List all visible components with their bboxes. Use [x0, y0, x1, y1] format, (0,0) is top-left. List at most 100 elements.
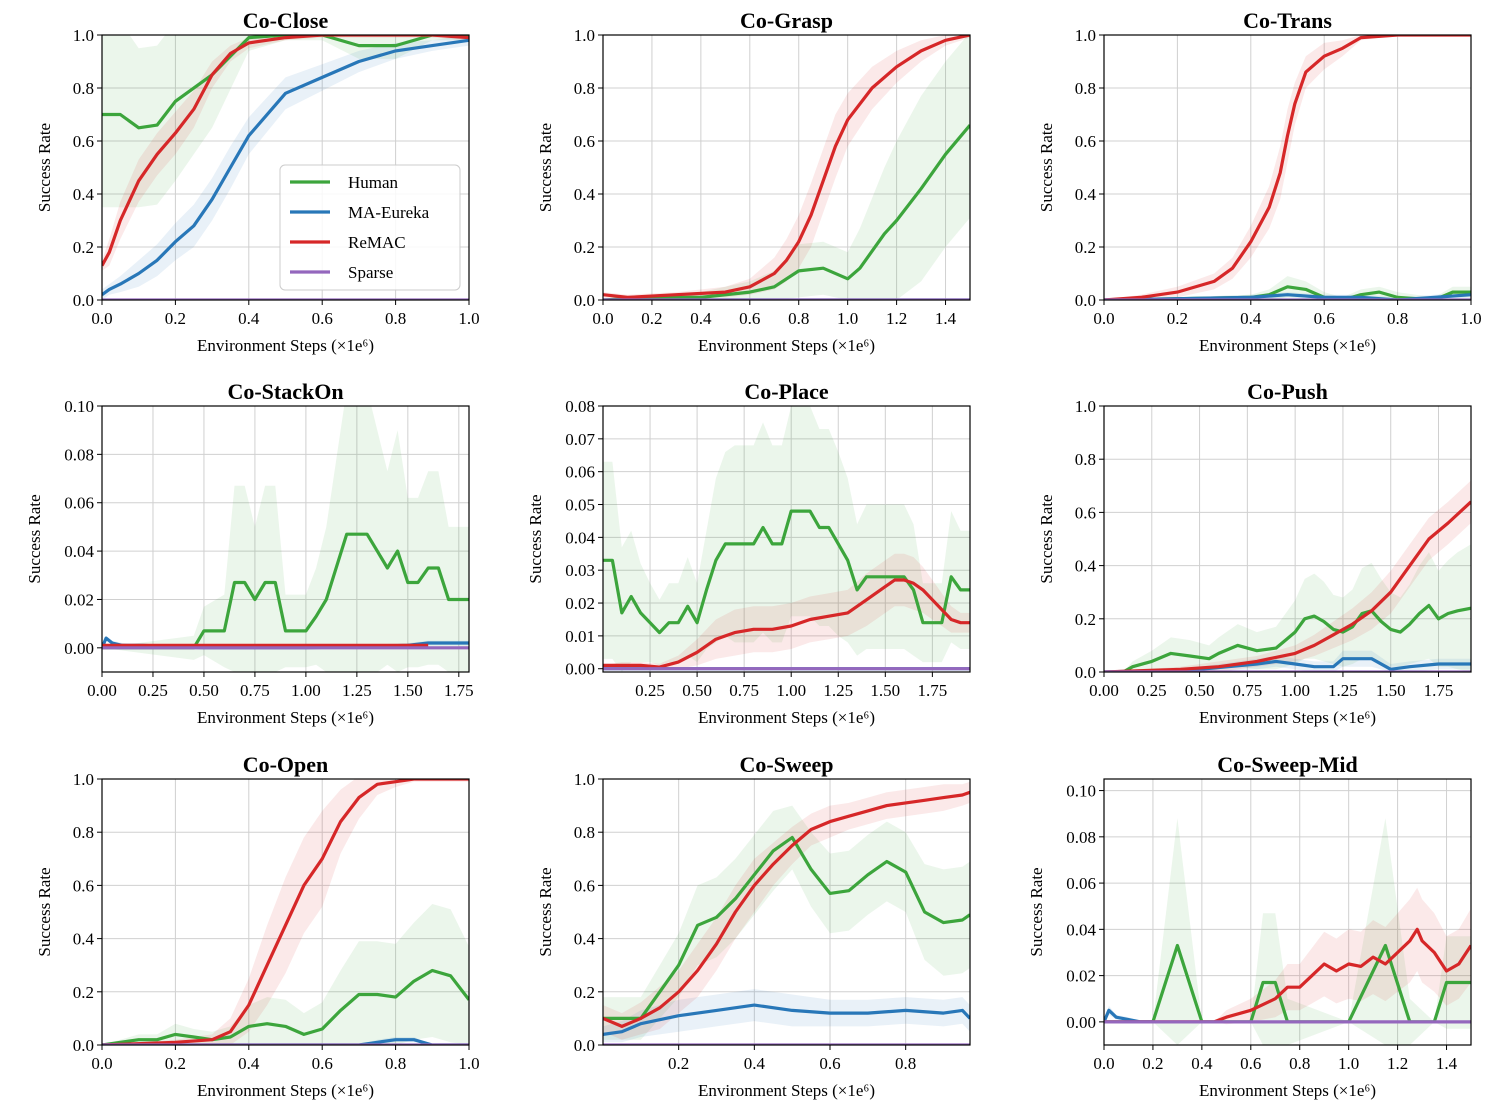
y-axis-label: Success Rate	[1027, 867, 1046, 956]
band-human	[102, 406, 469, 672]
plot-area	[102, 35, 469, 300]
x-tick-label: 0.0	[1093, 309, 1114, 328]
series-line-remac	[1104, 927, 1471, 1024]
x-tick-label: 1.2	[1387, 1054, 1408, 1073]
y-tick-label: 0.4	[1075, 185, 1097, 204]
band-human	[603, 406, 970, 672]
axes-frame	[101, 34, 470, 301]
panel-title: Co-Push	[1247, 379, 1328, 404]
y-tick-label: 0.0	[73, 291, 94, 310]
x-tick-label: 1.25	[823, 681, 853, 700]
x-tick-label: 0.75	[1232, 681, 1262, 700]
x-tick-label: 0.4	[238, 1054, 260, 1073]
band-ma-eureka	[102, 35, 469, 300]
x-tick-label: 0.6	[312, 309, 333, 328]
y-tick-label: 0.00	[565, 660, 595, 679]
y-tick-label: 0.4	[1075, 557, 1097, 576]
x-axis-label: Environment Steps (×1e⁶)	[1199, 708, 1376, 727]
x-axis-label: Environment Steps (×1e⁶)	[197, 336, 374, 355]
y-tick-label: 0.0	[1075, 663, 1096, 682]
y-axis-label: Success Rate	[35, 123, 54, 212]
y-tick-label: 0.8	[73, 79, 94, 98]
y-tick-label: 0.10	[64, 397, 94, 416]
series-line-ma-eureka	[1104, 293, 1471, 300]
axes-frame	[1103, 405, 1472, 673]
series-line-human	[603, 835, 970, 1021]
y-tick-label: 0.00	[1066, 1013, 1096, 1032]
x-tick-label: 0.8	[385, 309, 406, 328]
x-tick-label: 1.4	[935, 309, 957, 328]
y-tick-label: 0.4	[574, 185, 596, 204]
y-tick-label: 0.01	[565, 627, 595, 646]
x-tick-label: 0.50	[1185, 681, 1215, 700]
y-tick-label: 0.0	[574, 1036, 595, 1055]
y-tick-label: 0.6	[73, 876, 94, 895]
axes-frame	[602, 34, 971, 301]
panel-co-trans: 0.0 0.2 0.4 0.6 0.8 1.0 0.0 0.2 0.4 0.6 0.8 1.0 Co-T…	[1037, 8, 1482, 355]
series-line-human	[603, 124, 970, 300]
x-tick-label: 1.0	[458, 309, 479, 328]
series-line-human	[102, 532, 469, 650]
y-tick-label: 0.06	[565, 463, 595, 482]
x-tick-label: 0.6	[739, 309, 760, 328]
y-axis-label: Success Rate	[536, 867, 555, 956]
x-tick-label: 1.0	[1460, 309, 1481, 328]
band-remac	[1104, 480, 1471, 672]
y-axis-label: Success Rate	[1037, 494, 1056, 583]
x-tick-label: 0.6	[1240, 1054, 1261, 1073]
y-tick-label: 0.0	[1075, 291, 1096, 310]
y-tick-label: 1.0	[1075, 397, 1096, 416]
axes-frame	[602, 405, 971, 673]
series-line-ma-eureka	[603, 1003, 970, 1036]
x-axis-label: Environment Steps (×1e⁶)	[698, 708, 875, 727]
band-ma-eureka	[603, 989, 970, 1043]
panel-co-sweep-mid: 0.0 0.2 0.4 0.6 0.8 1.0 1.2 1.4 0.00 0.02 0.04 0.06…	[1027, 752, 1472, 1100]
x-tick-label: 1.75	[444, 681, 474, 700]
x-tick-label: 0.8	[1387, 309, 1408, 328]
y-tick-label: 0.8	[1075, 450, 1096, 469]
band-human	[102, 904, 469, 1045]
x-tick-label: 0.6	[819, 1054, 840, 1073]
y-tick-label: 0.00	[64, 639, 94, 658]
y-tick-label: 1.0	[1075, 26, 1096, 45]
y-tick-label: 0.06	[1066, 874, 1096, 893]
axes-frame	[101, 778, 470, 1046]
x-axis-label: Environment Steps (×1e⁶)	[698, 1081, 875, 1100]
x-tick-label: 0.0	[592, 309, 613, 328]
x-tick-label: 1.0	[837, 309, 858, 328]
series-line-remac	[1104, 500, 1471, 672]
x-tick-label: 0.2	[165, 309, 186, 328]
x-tick-label: 0.4	[1191, 1054, 1213, 1073]
axes-frame	[101, 405, 470, 673]
series-line-remac	[102, 779, 469, 1045]
y-tick-label: 1.0	[574, 770, 595, 789]
x-tick-label: 1.0	[1338, 1054, 1359, 1073]
axes-frame	[1103, 34, 1472, 301]
panel-co-push: 0.00 0.25 0.50 0.75 1.00 1.25 1.50 1.75 0.0 0.2 0.…	[1037, 379, 1472, 727]
series-line-remac	[603, 578, 970, 669]
plot-area	[102, 406, 469, 672]
y-tick-label: 0.4	[73, 185, 95, 204]
x-tick-label: 0.4	[1240, 309, 1262, 328]
x-tick-label: 1.2	[886, 309, 907, 328]
y-tick-label: 0.0	[73, 1036, 94, 1055]
band-human	[603, 805, 970, 1040]
x-tick-label: 1.4	[1436, 1054, 1458, 1073]
x-tick-label: 1.0	[458, 1054, 479, 1073]
y-axis-label: Success Rate	[1037, 123, 1056, 212]
y-tick-label: 0.03	[565, 561, 595, 580]
legend-label-sparse: Sparse	[348, 263, 393, 282]
x-tick-label: 1.25	[1328, 681, 1358, 700]
x-tick-label: 0.4	[690, 309, 712, 328]
y-axis-label: Success Rate	[526, 494, 545, 583]
x-tick-label: 1.75	[1424, 681, 1454, 700]
y-tick-label: 0.2	[574, 983, 595, 1002]
x-tick-label: 0.2	[165, 1054, 186, 1073]
y-tick-label: 0.6	[1075, 132, 1096, 151]
panel-co-stackon: 0.00 0.25 0.50 0.75 1.00 1.25 1.50 1.75 0.00 0.02…	[25, 379, 474, 727]
panel-title: Co-Close	[243, 8, 329, 33]
band-ma-eureka	[1104, 650, 1471, 672]
x-tick-label: 0.8	[788, 309, 809, 328]
y-tick-label: 0.8	[574, 823, 595, 842]
